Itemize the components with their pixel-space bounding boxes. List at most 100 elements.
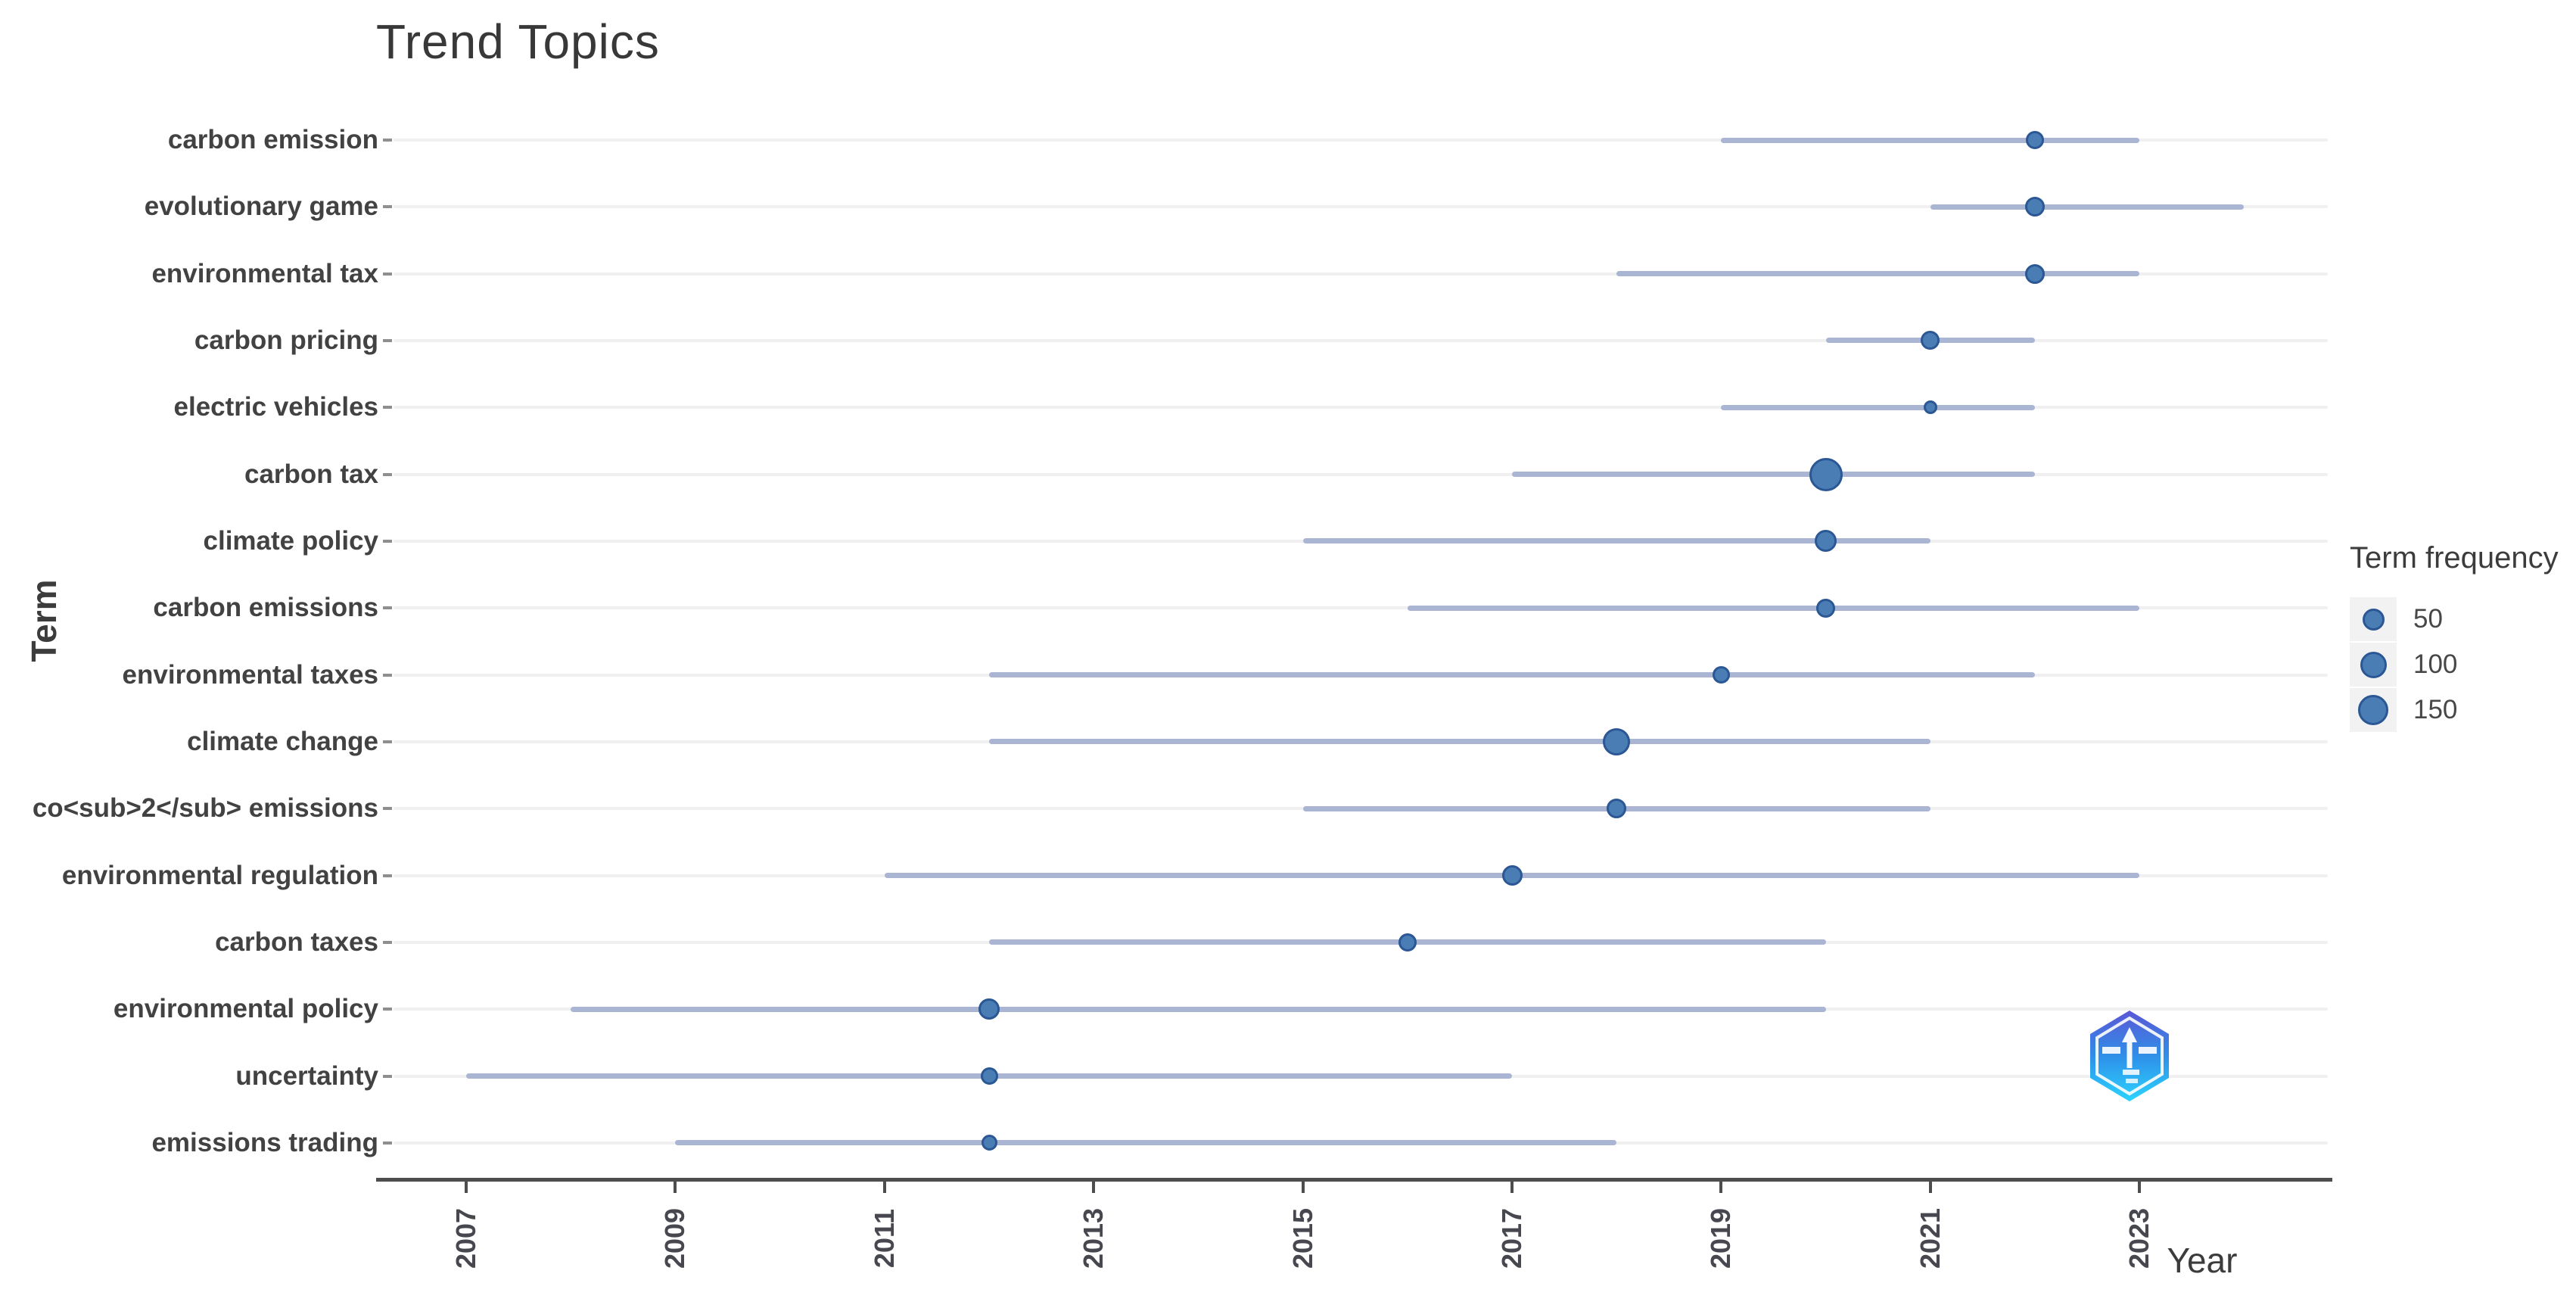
chart-title: Trend Topics (376, 14, 660, 69)
term-frequency-dot (1398, 933, 1417, 951)
x-axis-tick (882, 1182, 886, 1193)
legend-items: 50 100 150 (2350, 596, 2573, 733)
x-axis-line (376, 1178, 2332, 1182)
row-gridline (394, 272, 2328, 276)
x-axis-tick (1092, 1182, 1096, 1193)
legend-item-label: 100 (2413, 649, 2458, 679)
legend-key (2350, 597, 2397, 641)
y-axis-tick (383, 940, 392, 944)
x-axis-tick (1301, 1182, 1305, 1193)
term-frequency-dot (2026, 131, 2044, 149)
term-frequency-dot (1712, 666, 1730, 684)
term-label: uncertainty (235, 1061, 378, 1091)
term-label: carbon pricing (194, 325, 378, 355)
legend-size-circle (2362, 608, 2385, 631)
legend-item: 50 (2350, 596, 2573, 642)
y-axis-tick (383, 740, 392, 743)
y-axis-tick (383, 406, 392, 410)
term-frequency-dot (981, 1135, 997, 1151)
term-year-range (1721, 137, 2140, 143)
x-axis-tick-label: 2011 (868, 1208, 900, 1269)
term-label: emissions trading (151, 1127, 378, 1157)
term-frequency-dot (1603, 727, 1631, 755)
row-gridline (394, 472, 2328, 476)
term-frequency-dot (1501, 865, 1523, 886)
y-axis-tick (383, 1008, 392, 1011)
y-axis-tick (383, 139, 392, 142)
x-axis-tick (1928, 1182, 1932, 1193)
legend-item: 100 (2350, 642, 2573, 687)
term-label: electric vehicles (173, 392, 378, 422)
term-frequency-dot (1815, 530, 1837, 553)
term-frequency-dot (978, 998, 1000, 1020)
x-axis-tick-label: 2017 (1496, 1207, 1527, 1269)
x-axis-tick (2138, 1182, 2142, 1193)
term-year-range (989, 672, 2035, 678)
y-axis-tick (383, 205, 392, 209)
x-axis-title: Year (2167, 1241, 2238, 1280)
y-axis-tick (383, 606, 392, 610)
y-axis-tick (383, 673, 392, 677)
x-axis-tick (1510, 1182, 1514, 1193)
term-label: carbon tax (244, 459, 378, 489)
term-frequency-dot (1809, 457, 1843, 491)
legend-item-label: 150 (2413, 695, 2458, 724)
term-label: environmental tax (151, 258, 378, 288)
y-axis-tick (383, 874, 392, 877)
term-label: carbon emissions (153, 593, 378, 623)
term-year-range (1721, 404, 2035, 410)
x-axis-tick-label: 2021 (1914, 1207, 1946, 1269)
row-gridline (394, 205, 2328, 209)
term-year-range (1512, 472, 2035, 478)
row-gridline (394, 139, 2328, 142)
term-label: environmental taxes (122, 659, 378, 690)
term-year-range (1302, 538, 1930, 544)
term-year-range (1616, 271, 2140, 277)
legend-key (2350, 688, 2397, 732)
x-axis-tick (465, 1182, 468, 1193)
legend-item: 150 (2350, 687, 2573, 733)
term-frequency-dot (980, 1067, 998, 1085)
row-gridline (394, 606, 2328, 610)
x-axis-tick-label: 2007 (450, 1207, 481, 1269)
hexagon-badge-logo-icon (2090, 1011, 2169, 1101)
y-axis-tick (383, 807, 392, 811)
y-axis-tick (383, 1074, 392, 1078)
term-year-range (1407, 605, 2140, 611)
term-frequency-dot (2025, 263, 2045, 284)
legend-item-label: 50 (2413, 604, 2443, 634)
y-axis-tick (383, 472, 392, 476)
term-frequency-dot (2025, 197, 2045, 217)
x-axis-tick (674, 1182, 677, 1193)
term-frequency-dot (1921, 331, 1940, 350)
term-label: co<sub>2</sub> emissions (32, 793, 378, 824)
term-year-range (1930, 204, 2245, 210)
term-label: climate policy (203, 525, 378, 556)
x-axis-tick-label: 2009 (659, 1207, 691, 1269)
term-label: environmental policy (113, 994, 378, 1024)
term-year-range (989, 739, 1930, 745)
row-gridline (394, 406, 2328, 410)
term-year-range (571, 1006, 1826, 1012)
term-frequency-dot (1816, 598, 1836, 618)
row-gridline (394, 338, 2328, 342)
x-axis-tick-label: 2019 (1705, 1207, 1737, 1269)
y-axis-tick (383, 1141, 392, 1145)
legend-key (2350, 643, 2397, 687)
term-frequency-dot (1923, 400, 1937, 415)
size-legend: Term frequency 50 100 150 (2350, 541, 2573, 733)
term-label: environmental regulation (61, 860, 378, 890)
legend-size-circle (2360, 651, 2387, 678)
term-label: carbon taxes (215, 927, 378, 957)
term-label: evolutionary game (144, 192, 378, 222)
x-axis-tick-label: 2013 (1078, 1207, 1109, 1269)
term-label: carbon emission (167, 125, 378, 154)
x-axis-tick (1719, 1182, 1723, 1193)
term-frequency-dot (1607, 799, 1627, 819)
y-axis-tick (383, 272, 392, 276)
y-axis-tick (383, 338, 392, 342)
legend-size-circle (2358, 695, 2388, 725)
x-axis-tick-label: 2015 (1286, 1207, 1318, 1269)
legend-title: Term frequency (2350, 541, 2559, 575)
